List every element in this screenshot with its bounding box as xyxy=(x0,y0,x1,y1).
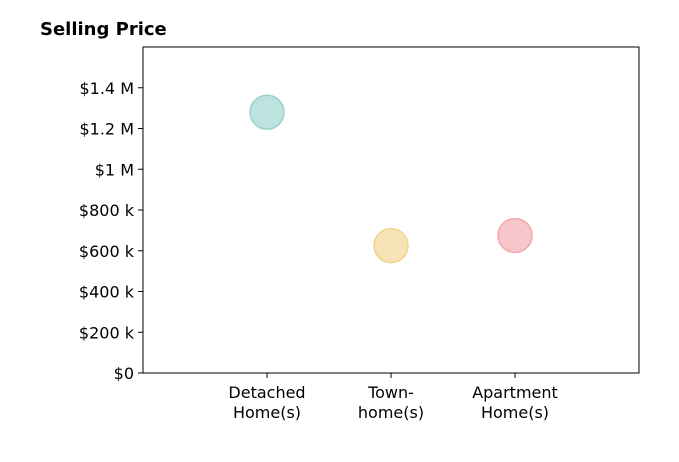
y-tick-label: $0 xyxy=(114,364,134,383)
x-tick-label: home(s) xyxy=(358,403,424,422)
x-tick-label: Home(s) xyxy=(481,403,549,422)
y-tick-label: $200 k xyxy=(79,323,135,342)
data-point xyxy=(373,227,409,264)
y-tick-label: $600 k xyxy=(79,242,135,261)
y-tick-label: $400 k xyxy=(79,283,135,302)
plot-frame xyxy=(142,46,640,374)
x-tick-label: Detached xyxy=(228,383,305,402)
y-tick-label: $1 M xyxy=(95,160,134,179)
points-group xyxy=(249,94,533,264)
chart-title: Selling Price xyxy=(40,19,167,40)
x-tick-label: Home(s) xyxy=(233,403,301,422)
y-tick-label: $800 k xyxy=(79,201,135,220)
y-tick-label: $1.4 M xyxy=(79,79,134,98)
axes-group: $0 $200 k $400 k $600 k $800 k $1 M $1.2 M $1.4… xyxy=(79,46,640,422)
y-tick-label: $1.2 M xyxy=(79,120,134,139)
data-point xyxy=(249,94,285,130)
x-tick-label: Town- xyxy=(367,383,414,402)
data-point xyxy=(497,217,533,254)
x-tick-label: Apartment xyxy=(472,383,558,402)
